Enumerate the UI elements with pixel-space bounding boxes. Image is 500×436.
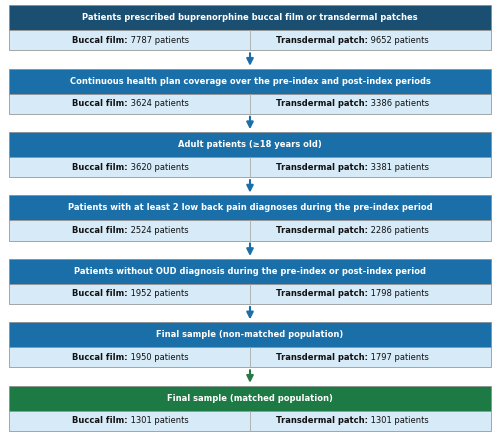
Bar bbox=[9, 68, 491, 94]
Text: Transdermal patch:: Transdermal patch: bbox=[276, 226, 368, 235]
Text: Final sample (non-matched population): Final sample (non-matched population) bbox=[156, 330, 344, 339]
Bar bbox=[9, 94, 491, 114]
Text: Buccal film:: Buccal film: bbox=[72, 416, 128, 425]
Bar bbox=[9, 411, 491, 431]
Text: 1301 patients: 1301 patients bbox=[128, 416, 188, 425]
Bar bbox=[9, 221, 491, 241]
Text: Transdermal patch:: Transdermal patch: bbox=[276, 163, 368, 172]
Bar bbox=[9, 30, 491, 51]
Text: 1798 patients: 1798 patients bbox=[368, 290, 430, 298]
Text: 3381 patients: 3381 patients bbox=[368, 163, 430, 172]
Text: Buccal film:: Buccal film: bbox=[72, 290, 128, 298]
Text: 1952 patients: 1952 patients bbox=[128, 290, 188, 298]
Text: Transdermal patch:: Transdermal patch: bbox=[276, 353, 368, 362]
Text: 7787 patients: 7787 patients bbox=[128, 36, 188, 45]
Text: Patients without OUD diagnosis during the pre-index or post-index period: Patients without OUD diagnosis during th… bbox=[74, 267, 426, 276]
Text: Transdermal patch:: Transdermal patch: bbox=[276, 99, 368, 108]
Text: 3624 patients: 3624 patients bbox=[128, 99, 188, 108]
Text: Adult patients (≥18 years old): Adult patients (≥18 years old) bbox=[178, 140, 322, 149]
Text: Patients prescribed buprenorphine buccal film or transdermal patches: Patients prescribed buprenorphine buccal… bbox=[82, 13, 418, 22]
Text: 1950 patients: 1950 patients bbox=[128, 353, 188, 362]
Bar bbox=[9, 347, 491, 368]
Text: Final sample (matched population): Final sample (matched population) bbox=[167, 394, 333, 402]
Text: Buccal film:: Buccal film: bbox=[72, 226, 128, 235]
Bar bbox=[9, 259, 491, 284]
Bar bbox=[9, 385, 491, 411]
Text: Buccal film:: Buccal film: bbox=[72, 99, 128, 108]
Bar bbox=[9, 195, 491, 221]
Text: Buccal film:: Buccal film: bbox=[72, 163, 128, 172]
Text: Buccal film:: Buccal film: bbox=[72, 353, 128, 362]
Text: 3620 patients: 3620 patients bbox=[128, 163, 188, 172]
Text: 1797 patients: 1797 patients bbox=[368, 353, 430, 362]
Bar bbox=[9, 157, 491, 177]
Text: 3386 patients: 3386 patients bbox=[368, 99, 430, 108]
Text: 2524 patients: 2524 patients bbox=[128, 226, 188, 235]
Text: 2286 patients: 2286 patients bbox=[368, 226, 430, 235]
Text: Buccal film:: Buccal film: bbox=[72, 36, 128, 45]
Text: 1301 patients: 1301 patients bbox=[368, 416, 429, 425]
Text: Transdermal patch:: Transdermal patch: bbox=[276, 36, 368, 45]
Text: Continuous health plan coverage over the pre-index and post-index periods: Continuous health plan coverage over the… bbox=[70, 77, 430, 85]
Text: Transdermal patch:: Transdermal patch: bbox=[276, 416, 368, 425]
Text: 9652 patients: 9652 patients bbox=[368, 36, 429, 45]
Bar bbox=[9, 322, 491, 347]
Bar bbox=[9, 5, 491, 30]
Bar bbox=[9, 132, 491, 157]
Bar bbox=[9, 284, 491, 304]
Text: Patients with at least 2 low back pain diagnoses during the pre-index period: Patients with at least 2 low back pain d… bbox=[68, 204, 432, 212]
Text: Transdermal patch:: Transdermal patch: bbox=[276, 290, 368, 298]
